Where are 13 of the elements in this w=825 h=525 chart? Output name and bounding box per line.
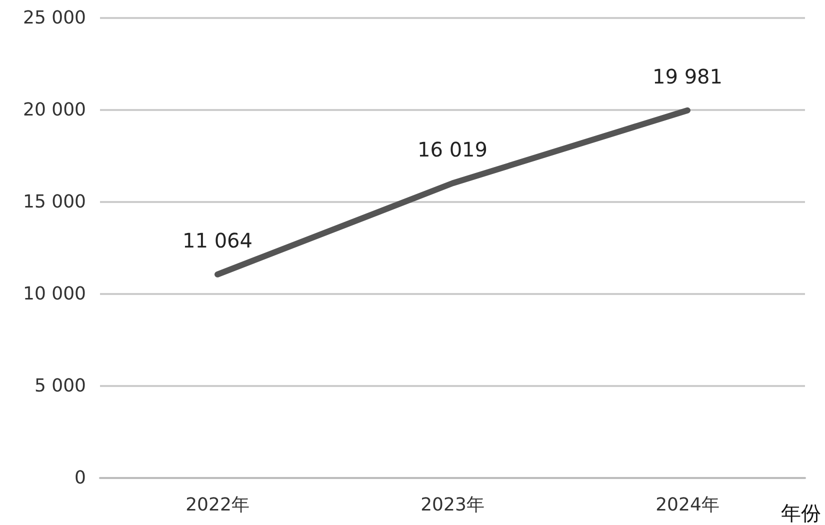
x-axis-title: 年份 [781,501,821,525]
y-tick-label: 20 000 [23,100,86,120]
x-tick-label: 2022年 [186,494,250,516]
x-tick-label: 2023年 [420,494,484,516]
y-tick-label: 5 000 [34,376,86,396]
data-label: 16 019 [418,137,488,162]
y-tick-label: 25 000 [23,8,86,28]
x-tick-label: 2024年 [656,494,720,516]
y-tick-label: 15 000 [23,192,86,212]
data-label: 11 064 [182,228,252,252]
y-tick-label: 0 [74,468,86,488]
data-label: 19 981 [652,64,722,88]
y-tick-label: 10 000 [23,284,86,304]
